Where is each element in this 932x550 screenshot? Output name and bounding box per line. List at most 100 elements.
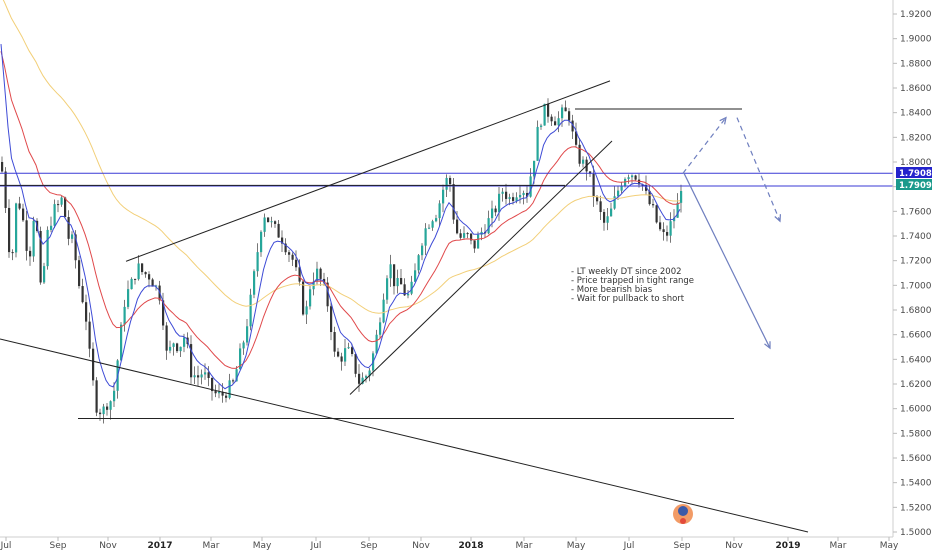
annotation-box: - LT weekly DT since 2002 - Price trappe… (571, 267, 694, 304)
bearish-projection-dashed-arrow (736, 117, 781, 222)
y-tick-label: 1.90000 (900, 35, 932, 45)
candle-body (221, 391, 224, 396)
candle-body (127, 289, 130, 307)
candle-body (78, 260, 81, 287)
candle-body (407, 293, 410, 296)
projection-arrows-layer (682, 116, 781, 350)
candle-body (11, 252, 14, 254)
candle-body (239, 348, 242, 370)
candle-body (137, 263, 140, 280)
bearish-projection-arrow (683, 172, 771, 349)
candle-body (533, 160, 536, 177)
candle-body (109, 401, 112, 410)
candle-body (669, 221, 672, 236)
candle-body (95, 380, 98, 413)
candle-body (662, 229, 665, 233)
candle-body (424, 228, 427, 246)
y-tick-label: 1.92000 (900, 10, 932, 20)
candle-body (99, 412, 102, 415)
candle-body (519, 195, 522, 198)
y-tick-label: 1.58000 (900, 429, 932, 439)
candle-body (179, 346, 182, 352)
candle-body (606, 216, 609, 223)
candle-body (421, 245, 424, 256)
x-tick-label: May (567, 541, 586, 550)
candle-body (242, 342, 245, 349)
candle-body (379, 322, 382, 335)
candle-body (281, 237, 284, 244)
y-tick-label: 1.54000 (900, 479, 932, 489)
candle-body (197, 375, 200, 378)
candle-body (155, 285, 158, 287)
candle-body (214, 391, 217, 394)
candle-body (284, 243, 287, 253)
candle-body (92, 348, 95, 381)
y-tick-label: 1.86000 (900, 84, 932, 94)
candle-body (200, 374, 203, 378)
candle-body (305, 306, 308, 315)
candle-body (39, 230, 42, 283)
candle-body (340, 356, 343, 362)
x-tick-label: Nov (99, 541, 117, 550)
x-tick-label: Mar (516, 541, 533, 550)
candle-body (253, 271, 256, 295)
candle-body (578, 144, 581, 164)
x-tick-label: Jul (623, 541, 635, 550)
candle-body (428, 227, 431, 229)
y-tick-label: 1.72000 (900, 257, 932, 267)
candle-body (599, 201, 602, 213)
x-axis: Jul Sep Nov 2017 Mar May Jul Sep Nov 2018 Mar May Ju… (0, 537, 899, 550)
candle-body (267, 217, 270, 223)
candle-body (375, 334, 378, 354)
candle-body (410, 281, 413, 294)
candle-body (207, 372, 210, 378)
candle-body (288, 252, 291, 255)
y-tick-label: 1.84000 (900, 109, 932, 119)
candles-layer (1, 98, 683, 424)
candle-body (382, 299, 385, 323)
candle-body (57, 204, 60, 206)
y-tick-label: 1.80000 (900, 158, 932, 168)
bullish-projection-arrow (682, 117, 727, 174)
candle-body (235, 369, 238, 382)
candle-body (515, 197, 518, 201)
candle-body (557, 118, 560, 126)
candle-body (46, 229, 49, 267)
candle-body (463, 233, 466, 238)
candle-body (652, 204, 655, 206)
candle-body (22, 208, 25, 221)
candle-body (319, 268, 322, 279)
candle-body (123, 306, 126, 325)
candle-body (543, 103, 546, 126)
candle-body (270, 221, 273, 223)
candle-body (295, 259, 298, 268)
candle-body (466, 233, 469, 235)
candle-body (452, 184, 455, 220)
candle-body (508, 197, 511, 199)
candle-body (673, 217, 676, 222)
candle-body (50, 225, 53, 230)
close-price-label: 1.79096 (899, 181, 932, 191)
y-tick-label: 1.50000 (900, 528, 932, 538)
y-tick-label: 1.70000 (900, 281, 932, 291)
candle-body (148, 274, 151, 280)
candle-body (540, 125, 543, 127)
y-tick-label: 1.82000 (900, 133, 932, 143)
candle-body (88, 321, 91, 349)
candle-body (130, 278, 133, 290)
annotation-line-4: - Wait for pullback to short (571, 294, 685, 304)
candle-body (624, 178, 627, 187)
candle-body (183, 337, 186, 347)
candle-body (442, 189, 445, 204)
candle-body (400, 278, 403, 285)
y-tick-label: 1.60000 (900, 405, 932, 415)
candle-body (263, 217, 266, 232)
candle-body (4, 171, 7, 208)
candle-body (249, 294, 252, 327)
long-term-downtrend-line (0, 338, 809, 533)
candle-body (218, 391, 221, 394)
candle-body (603, 212, 606, 223)
candle-body (634, 175, 637, 180)
candle-body (575, 131, 578, 145)
